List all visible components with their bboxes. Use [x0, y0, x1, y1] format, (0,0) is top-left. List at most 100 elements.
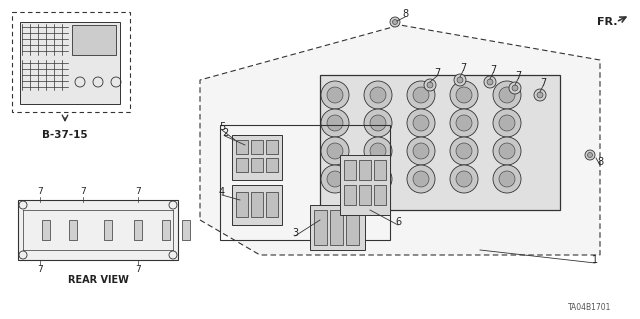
Bar [232, 135, 282, 180]
Bar [340, 155, 390, 215]
Circle shape [499, 171, 515, 187]
Text: 7: 7 [540, 78, 546, 88]
Circle shape [327, 87, 343, 103]
Text: 7: 7 [135, 265, 141, 275]
Bar [346, 210, 359, 245]
Bar [162, 220, 170, 240]
Circle shape [327, 115, 343, 131]
Circle shape [493, 109, 521, 137]
Circle shape [321, 109, 349, 137]
Circle shape [413, 171, 429, 187]
Circle shape [456, 143, 472, 159]
Text: 7: 7 [515, 71, 521, 81]
Circle shape [364, 137, 392, 165]
Bar [69, 220, 77, 240]
Circle shape [450, 81, 478, 109]
Polygon shape [200, 25, 600, 255]
Circle shape [390, 17, 400, 27]
Bar [251, 140, 263, 154]
Circle shape [537, 92, 543, 98]
Circle shape [487, 79, 493, 85]
Bar [236, 158, 248, 172]
Circle shape [493, 81, 521, 109]
Bar [344, 160, 356, 180]
Text: B-37-15: B-37-15 [42, 130, 88, 140]
Circle shape [454, 74, 466, 86]
Circle shape [456, 87, 472, 103]
Bar [330, 210, 343, 245]
Circle shape [407, 137, 435, 165]
Text: 8: 8 [402, 9, 408, 19]
Circle shape [450, 137, 478, 165]
Text: FR.: FR. [596, 17, 617, 27]
Circle shape [370, 115, 386, 131]
Text: TA04B1701: TA04B1701 [568, 303, 612, 313]
Circle shape [413, 115, 429, 131]
Circle shape [456, 171, 472, 187]
Circle shape [509, 82, 521, 94]
Circle shape [512, 85, 518, 91]
Circle shape [588, 152, 593, 158]
Circle shape [364, 165, 392, 193]
Bar [266, 192, 278, 217]
Text: 7: 7 [37, 265, 43, 275]
Circle shape [392, 19, 397, 25]
Circle shape [427, 82, 433, 88]
Circle shape [450, 165, 478, 193]
Bar [251, 158, 263, 172]
Circle shape [364, 81, 392, 109]
Bar [266, 140, 278, 154]
Bar [359, 160, 371, 180]
Bar [310, 205, 365, 250]
Bar [18, 200, 178, 260]
Bar [314, 210, 327, 245]
Circle shape [407, 81, 435, 109]
Text: 2: 2 [222, 128, 228, 138]
Bar [344, 185, 356, 205]
Text: 7: 7 [490, 65, 496, 75]
Text: 3: 3 [292, 228, 298, 238]
Circle shape [413, 143, 429, 159]
Circle shape [493, 165, 521, 193]
Circle shape [499, 87, 515, 103]
Circle shape [456, 115, 472, 131]
Bar [20, 22, 120, 104]
Circle shape [457, 77, 463, 83]
Circle shape [370, 143, 386, 159]
Circle shape [364, 109, 392, 137]
Text: 7: 7 [80, 188, 86, 197]
Circle shape [499, 143, 515, 159]
Circle shape [327, 171, 343, 187]
Bar [266, 158, 278, 172]
Text: 7: 7 [37, 188, 43, 197]
Circle shape [321, 81, 349, 109]
Circle shape [499, 115, 515, 131]
Circle shape [321, 137, 349, 165]
Bar [236, 192, 248, 217]
Circle shape [493, 137, 521, 165]
Text: 1: 1 [592, 255, 598, 265]
Text: 6: 6 [395, 217, 401, 227]
Circle shape [407, 165, 435, 193]
Circle shape [327, 143, 343, 159]
Polygon shape [320, 75, 560, 210]
Bar [359, 185, 371, 205]
Text: 8: 8 [597, 157, 603, 167]
Text: 7: 7 [135, 188, 141, 197]
Text: 5: 5 [219, 122, 225, 132]
Circle shape [407, 109, 435, 137]
Circle shape [585, 150, 595, 160]
Circle shape [450, 109, 478, 137]
Text: 7: 7 [460, 63, 466, 73]
Bar [251, 192, 263, 217]
Circle shape [370, 87, 386, 103]
Bar [42, 220, 50, 240]
Bar [232, 185, 282, 225]
Circle shape [484, 76, 496, 88]
Bar [374, 185, 386, 205]
Text: REAR VIEW: REAR VIEW [68, 275, 129, 285]
Circle shape [321, 165, 349, 193]
Bar [236, 140, 248, 154]
Bar [374, 160, 386, 180]
Bar [134, 220, 142, 240]
